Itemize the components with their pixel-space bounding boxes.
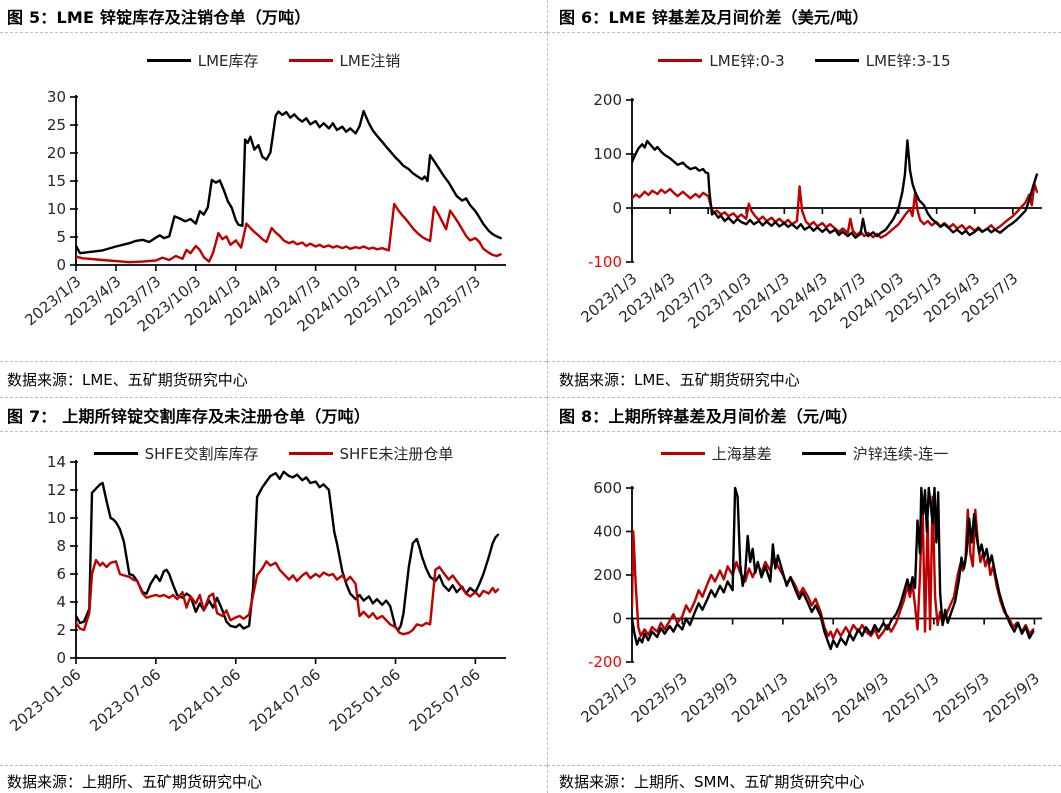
figure6-source: 数据来源：LME、五矿期货研究中心	[559, 371, 800, 389]
figure8-source-row: 数据来源：上期所、SMM、五矿期货研究中心	[547, 765, 1061, 793]
figure8-chart-panel: 上海基差 沪锌连续-连一 -200 0 200 400 600 2023/1/3 2023/5…	[547, 432, 1061, 765]
svg-text:5: 5	[56, 228, 66, 246]
svg-text:2023-01-06: 2023-01-06	[6, 665, 84, 735]
svg-text:30: 30	[47, 88, 66, 106]
figure6-line-chart: -10001002002023/1/32023/4/32023/7/32023/…	[577, 91, 1042, 333]
figure5-source: 数据来源：LME、五矿期货研究中心	[7, 371, 248, 389]
svg-text:200: 200	[593, 91, 622, 109]
figure7-title-row: 图 7： 上期所锌锭交割库存及未注册仓单（万吨）	[0, 398, 547, 432]
figure5-chart-panel: LME库存 LME注销 0 5 10 15 20 25 30 2023/1/3 2023/4/3 2…	[0, 33, 547, 361]
legend-label: LME注销	[339, 52, 401, 70]
legend-line-swatch	[288, 59, 333, 62]
svg-text:14: 14	[47, 453, 66, 471]
svg-text:2023-07-06: 2023-07-06	[86, 665, 164, 735]
legend-item: LME库存	[146, 50, 259, 71]
svg-text:25: 25	[47, 116, 66, 134]
figure7-line-chart: 0 2 4 6 8 10 12 14 2023-01-06 2023-07-06 2024-01-0…	[6, 453, 506, 735]
svg-text:10: 10	[47, 200, 66, 218]
svg-text:10: 10	[47, 509, 66, 527]
legend-label: 上海基差	[711, 445, 772, 463]
svg-text:20: 20	[47, 144, 66, 162]
svg-text:400: 400	[593, 523, 622, 541]
figure8-title: 图 8：上期所锌基差及月间价差（元/吨）	[559, 406, 858, 426]
figure6-title-row: 图 6：LME 锌基差及月间价差（美元/吨）	[547, 0, 1061, 33]
figure6-chart-panel: LME锌:0-3 LME锌:3-15 -100 0 100 200 2023/1/3 202…	[547, 33, 1061, 361]
figure6-source-row: 数据来源：LME、五矿期货研究中心	[547, 361, 1061, 398]
legend-line-swatch	[660, 452, 705, 455]
figure8-legend: 上海基差 沪锌连续-连一	[548, 432, 1061, 466]
svg-text:2024-07-06: 2024-07-06	[246, 665, 324, 735]
svg-text:12: 12	[47, 481, 66, 499]
svg-text:8: 8	[56, 537, 66, 555]
legend-item: LME注销	[288, 50, 401, 71]
figure5-line-chart: 0510152025302023/1/32023/4/32023/7/32023…	[21, 88, 506, 336]
svg-text:2025/9/3: 2025/9/3	[980, 669, 1043, 726]
legend-line-swatch	[814, 59, 859, 62]
svg-text:600: 600	[593, 479, 622, 497]
legend-item: SHFE未注册仓单	[288, 443, 454, 464]
legend-line-swatch	[658, 59, 703, 62]
figure5-legend: LME库存 LME注销	[0, 33, 547, 75]
svg-text:0: 0	[612, 199, 622, 217]
legend-item: 沪锌连续-连一	[801, 443, 949, 464]
legend-label: SHFE交割库库存	[144, 445, 259, 463]
svg-text:15: 15	[47, 172, 66, 190]
legend-line-swatch	[288, 452, 333, 455]
legend-item: SHFE交割库库存	[93, 443, 259, 464]
svg-text:2024-01-06: 2024-01-06	[166, 665, 244, 735]
figure7-chart-panel: SHFE交割库库存 SHFE未注册仓单 0 2 4 6 8 10 12 14 2023-01-06…	[0, 432, 547, 765]
legend-line-swatch	[93, 452, 138, 455]
svg-text:0: 0	[612, 610, 622, 628]
svg-text:100: 100	[593, 145, 622, 163]
legend-label: SHFE未注册仓单	[339, 445, 454, 463]
svg-text:2025-07-06: 2025-07-06	[406, 665, 484, 735]
figure7-source-row: 数据来源：上期所、五矿期货研究中心	[0, 765, 547, 793]
svg-text:2025-01-06: 2025-01-06	[326, 665, 404, 735]
figure8-title-row: 图 8：上期所锌基差及月间价差（元/吨）	[547, 398, 1061, 432]
figure5-source-row: 数据来源：LME、五矿期货研究中心	[0, 361, 547, 398]
svg-text:2: 2	[56, 621, 66, 639]
figure6-title: 图 6：LME 锌基差及月间价差（美元/吨）	[559, 8, 869, 27]
figure7-source: 数据来源：上期所、五矿期货研究中心	[7, 773, 263, 791]
legend-label: LME锌:3-15	[865, 52, 951, 70]
legend-line-swatch	[801, 452, 846, 455]
svg-text:200: 200	[593, 566, 622, 584]
figure5-title-row: 图 5：LME 锌锭库存及注销仓单（万吨）	[0, 0, 547, 33]
svg-text:0: 0	[56, 649, 66, 667]
figure6-legend: LME锌:0-3 LME锌:3-15	[548, 33, 1061, 75]
figure7-legend: SHFE交割库库存 SHFE未注册仓单	[0, 432, 547, 466]
legend-label: LME库存	[197, 52, 259, 70]
figure5-title: 图 5：LME 锌锭库存及注销仓单（万吨）	[7, 8, 311, 27]
svg-text:4: 4	[56, 593, 66, 611]
legend-item: LME锌:3-15	[814, 50, 951, 71]
svg-text:-100: -100	[588, 253, 622, 271]
legend-item: LME锌:0-3	[658, 50, 785, 71]
figure8-source: 数据来源：上期所、SMM、五矿期货研究中心	[559, 773, 865, 791]
figure8-line-chart: -20002004006002023/1/32023/5/32023/9/320…	[577, 479, 1043, 726]
legend-label: LME锌:0-3	[709, 52, 785, 70]
svg-text:-200: -200	[588, 653, 622, 671]
figure7-title: 图 7： 上期所锌锭交割库存及未注册仓单（万吨）	[7, 406, 371, 426]
svg-text:6: 6	[56, 565, 66, 583]
legend-item: 上海基差	[660, 443, 772, 464]
svg-text:0: 0	[56, 256, 66, 274]
legend-label: 沪锌连续-连一	[852, 445, 949, 463]
legend-line-swatch	[146, 59, 191, 62]
